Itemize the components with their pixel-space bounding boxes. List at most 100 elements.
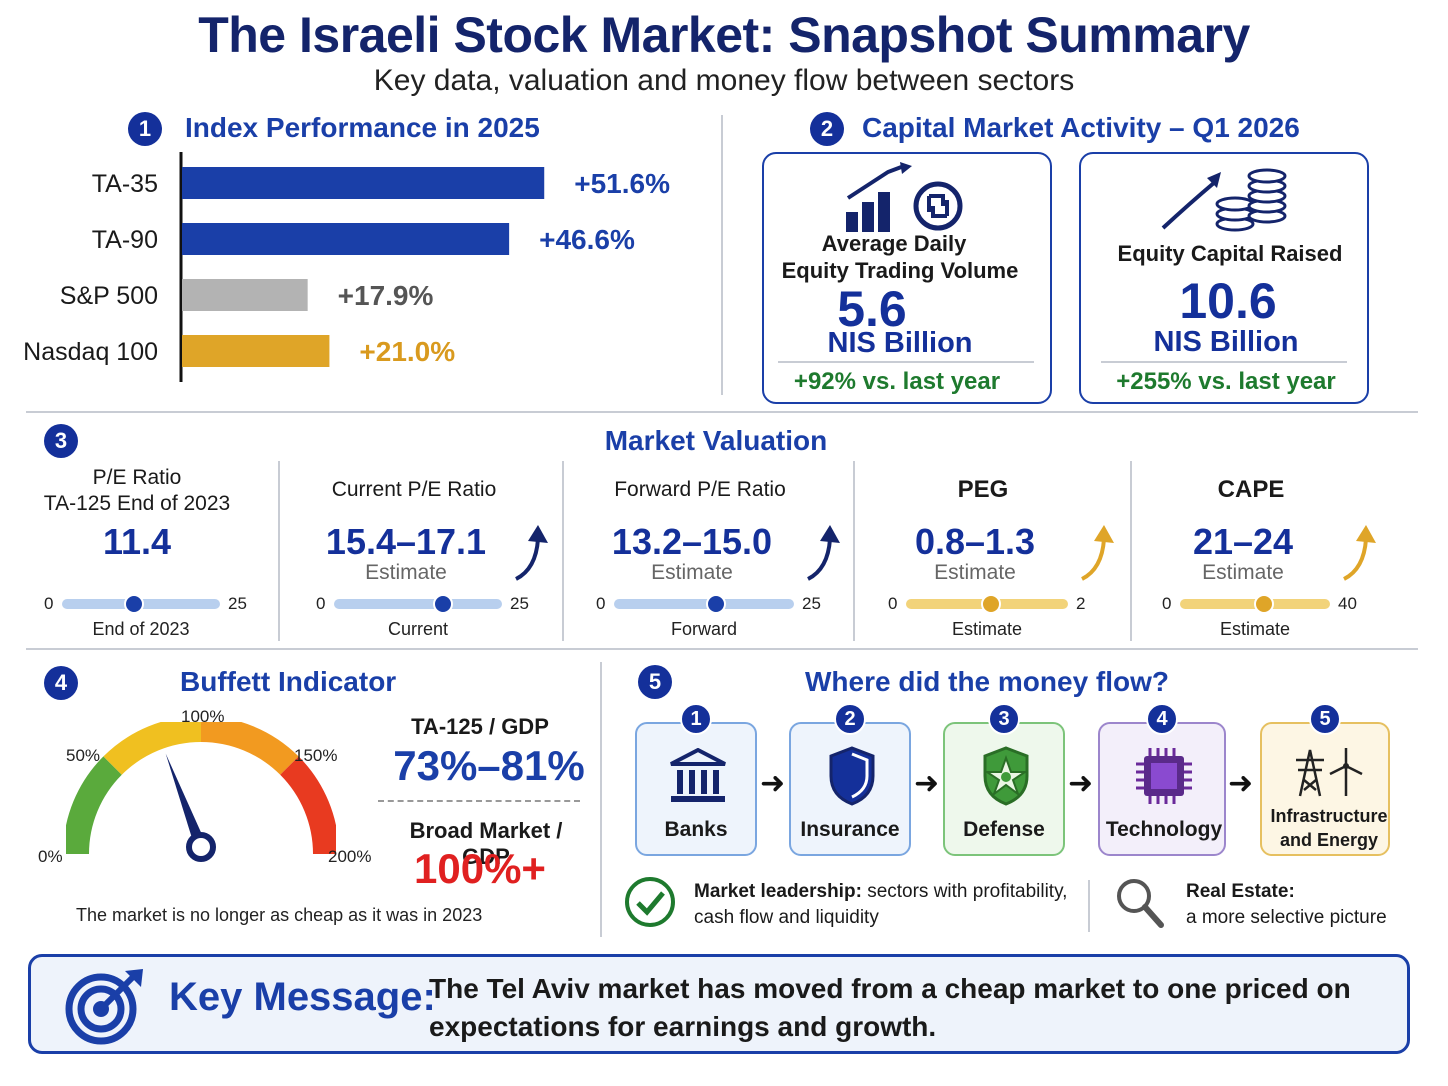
sector-label: Technology	[1105, 818, 1223, 841]
section-number-badge: 3	[44, 424, 78, 458]
scale-max: 2	[1076, 594, 1086, 613]
sector-box-technology: Technology	[1098, 722, 1226, 856]
rising-coins-icon	[1161, 168, 1287, 232]
gauge-segment-orange	[200, 722, 299, 776]
metric-estimate: Estimate	[651, 561, 733, 584]
card-separator	[1101, 361, 1347, 363]
card-label: Equity Trading Volume	[781, 258, 1019, 283]
metric-value: 21–24	[1192, 521, 1294, 562]
section-title-index-performance: Index Performance in 2025	[185, 112, 540, 143]
ratio-value: 73%–81%	[393, 742, 585, 789]
metric-value: 15.4–17.1	[325, 521, 487, 562]
card-unit: NIS Billion	[827, 327, 973, 359]
trend-up-arrow-icon	[1081, 525, 1114, 581]
vertical-divider	[721, 115, 723, 395]
power-tower-wind-icon	[1296, 748, 1363, 797]
metric-divider	[562, 461, 564, 641]
ratio-value: 100%+	[414, 845, 546, 892]
section-title-buffett: Buffett Indicator	[180, 666, 397, 697]
key-message-label: Key Message:	[169, 975, 436, 1019]
metric-subtitle: TA-125 End of 2023	[43, 492, 231, 515]
bar	[182, 279, 308, 311]
trend-up-arrow-icon	[807, 525, 840, 581]
buffett-note: The market is no longer as cheap as it w…	[76, 905, 483, 925]
metric-estimate: Estimate	[934, 561, 1016, 584]
scale-marker	[1254, 594, 1275, 614]
section-title-market-valuation: Market Valuation	[604, 425, 828, 456]
bar-chart-shekel-icon	[846, 162, 963, 232]
metric-divider	[278, 461, 280, 641]
sector-label: Infrastructure	[1270, 806, 1388, 826]
trend-up-arrow-icon	[515, 525, 548, 581]
key-message-line2: expectations for earnings and growth.	[429, 1011, 937, 1042]
scale-caption: Estimate	[1219, 619, 1291, 639]
metric-value: 13.2–15.0	[611, 521, 773, 562]
horizontal-divider	[26, 411, 1418, 413]
bar-value-label: +17.9%	[338, 280, 434, 311]
flow-arrow-icon: ➜	[1068, 767, 1094, 800]
sector-number: 3	[988, 703, 1020, 735]
ratio-label: TA-125 / GDP	[411, 714, 549, 739]
sector-number: 5	[1309, 703, 1341, 735]
real-estate-line2: a more selective picture	[1186, 907, 1387, 928]
scale-min: 0	[888, 594, 898, 613]
gauge-segment-red	[279, 756, 336, 855]
leadership-rest: sectors with profitability,	[867, 881, 1068, 902]
sector-number: 4	[1146, 703, 1178, 735]
bar	[182, 335, 330, 367]
horizontal-divider	[26, 648, 1418, 650]
page-subtitle: Key data, valuation and money flow betwe…	[373, 64, 1075, 97]
sector-box-insurance: Insurance	[789, 722, 911, 856]
section-title-money-flow: Where did the money flow?	[805, 666, 1170, 697]
ratio-label: Broad Market / GDP	[409, 818, 563, 869]
gauge-label-0: 0%	[38, 847, 63, 866]
metric-title: CAPE	[1217, 476, 1285, 503]
scale-marker	[705, 594, 726, 614]
card-unit: NIS Billion	[1153, 326, 1299, 358]
scale-min: 0	[316, 594, 326, 613]
defense-shield-star-icon	[983, 746, 1029, 806]
scale-min: 0	[1162, 594, 1172, 613]
vertical-divider	[600, 662, 602, 937]
scale-max: 25	[228, 594, 247, 613]
flow-arrow-icon: ➜	[914, 767, 940, 800]
leadership-bold: Market leadership:	[694, 881, 862, 902]
scale-min: 0	[596, 594, 606, 613]
metric-estimate: Estimate	[1202, 561, 1284, 584]
scale-caption: End of 2023	[92, 619, 190, 639]
card-value: 10.6	[1179, 273, 1277, 329]
metric-title: PEG	[957, 476, 1009, 503]
gauge-segment-yellow	[103, 722, 202, 776]
section-number-badge: 5	[638, 665, 672, 699]
vertical-divider	[1088, 880, 1090, 932]
scale-min: 0	[44, 594, 54, 613]
metric-title: Forward P/E Ratio	[614, 478, 786, 501]
metric-title: Current P/E Ratio	[331, 478, 497, 501]
key-message-box: Key Message: The Tel Aviv market has mov…	[28, 954, 1410, 1054]
scale-track	[614, 599, 794, 609]
sector-label: Banks	[664, 818, 728, 841]
card-value: 5.6	[837, 281, 907, 337]
trend-up-arrow-icon	[1343, 525, 1376, 581]
section-number-badge: 2	[810, 112, 844, 146]
section-number-badge: 1	[128, 112, 162, 146]
bar-value-label: +21.0%	[359, 336, 455, 367]
sector-label: Insurance	[800, 818, 900, 841]
scale-max: 25	[510, 594, 529, 613]
card-separator	[778, 361, 1034, 363]
real-estate-bold: Real Estate:	[1186, 881, 1295, 902]
gauge-needle	[165, 753, 207, 850]
leadership-text: Market leadership: sectors with profitab…	[694, 881, 1067, 903]
scale-caption: Current	[387, 619, 449, 639]
card-label: Equity Capital Raised	[1117, 241, 1343, 266]
valuation-metric: Forward P/E Ratio 13.2–15.0 Estimate 0 25 For…	[570, 455, 850, 645]
scale-marker	[124, 594, 145, 614]
bar-category-label: S&P 500	[60, 282, 158, 310]
metric-divider	[853, 461, 855, 641]
flow-arrow-icon: ➜	[760, 767, 786, 800]
section-number-badge: 4	[44, 666, 78, 700]
equity-capital-card: Equity Capital Raised 10.6 NIS Billion +…	[1079, 152, 1369, 404]
bar-value-label: +51.6%	[574, 168, 670, 199]
metric-estimate: Estimate	[365, 561, 447, 584]
leadership-line2: cash flow and liquidity	[694, 907, 879, 928]
